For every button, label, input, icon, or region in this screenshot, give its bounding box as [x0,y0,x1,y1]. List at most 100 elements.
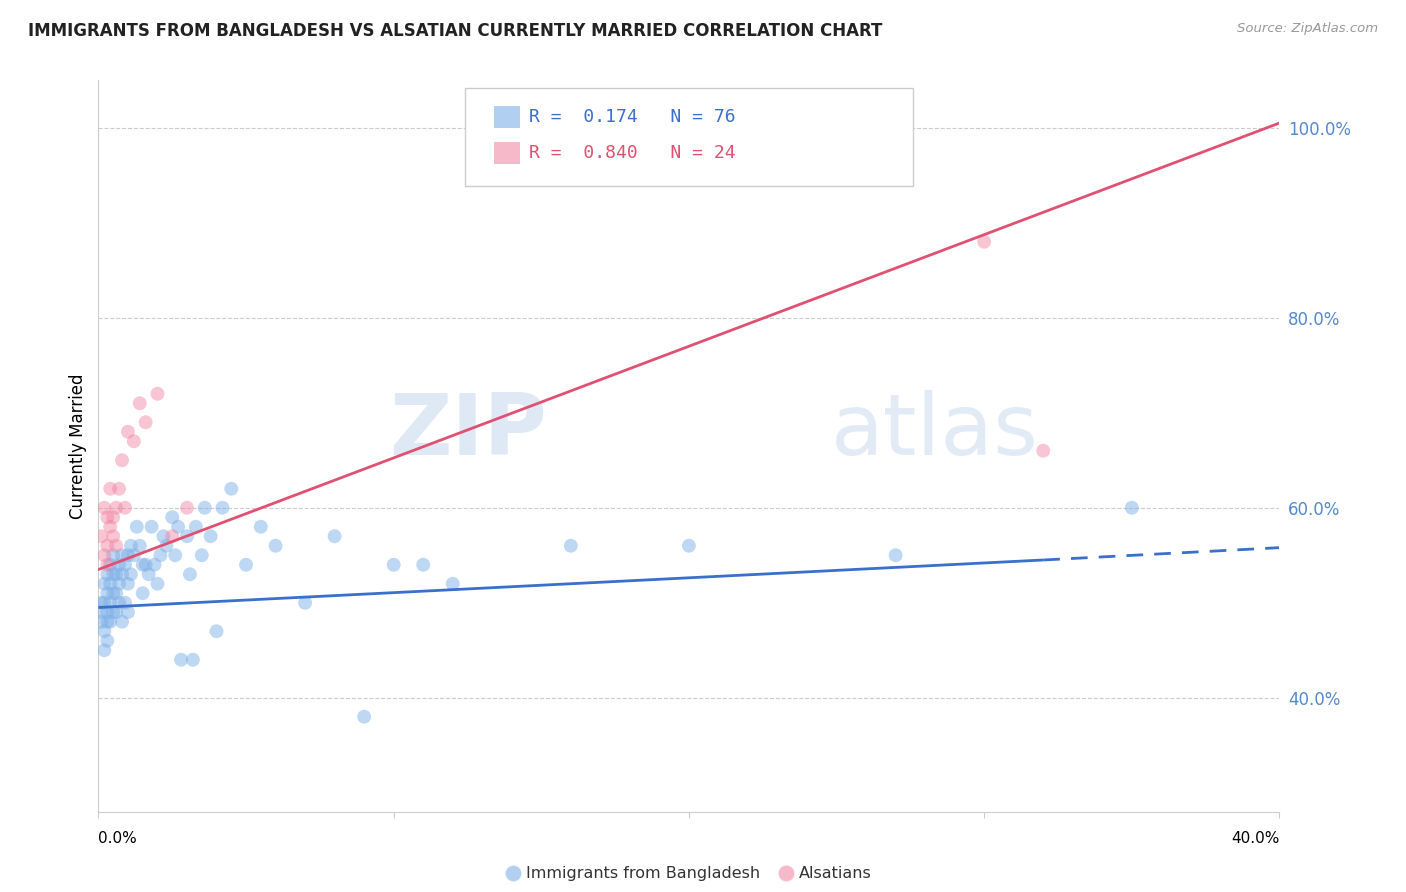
Text: 40.0%: 40.0% [1232,831,1279,846]
Point [294,596,316,610]
Point [128,396,150,410]
Point [264,539,287,553]
Point [122,548,145,562]
Point [973,235,995,249]
Point [105,586,128,600]
Point [90,615,112,629]
Point [108,558,131,572]
Point [93,624,115,639]
Point [96,567,118,582]
Point [176,500,198,515]
Point [105,567,128,582]
Point [90,529,112,543]
Point [441,576,464,591]
Point [103,548,125,562]
Point [90,605,112,619]
Point [191,548,214,562]
Point [108,482,131,496]
Point [167,520,190,534]
Text: atlas: atlas [831,390,1039,473]
Point [138,567,160,582]
Point [103,586,125,600]
Point [412,558,434,572]
Point [111,567,134,582]
Point [128,539,150,553]
Point [114,558,136,572]
Point [98,520,121,534]
Point [90,596,112,610]
Point [103,529,125,543]
Point [176,529,198,543]
Point [884,548,907,562]
Point [1032,443,1054,458]
Point [382,558,405,572]
Point [135,415,157,429]
Point [111,615,134,629]
Point [1121,500,1143,515]
Point [250,520,273,534]
Bar [494,106,520,128]
Point [132,558,155,572]
Point [125,520,148,534]
Point [678,539,700,553]
Point [146,386,169,401]
Point [96,586,118,600]
Point [93,548,115,562]
Point [114,596,136,610]
Point [179,567,201,582]
Point [132,586,155,600]
Point [111,548,134,562]
Point [146,576,169,591]
Point [560,539,582,553]
Point [181,653,204,667]
Point [117,576,139,591]
Point [170,653,193,667]
Point [98,615,121,629]
Bar [494,143,520,164]
Point [98,596,121,610]
Point [205,624,228,639]
Legend: Immigrants from Bangladesh, Alsatians: Immigrants from Bangladesh, Alsatians [501,860,877,888]
Point [184,520,207,534]
Point [155,539,177,553]
Point [96,633,118,648]
Point [108,596,131,610]
Point [120,567,142,582]
Point [149,548,172,562]
Point [96,605,118,619]
Point [117,605,139,619]
Point [219,482,242,496]
Point [103,605,125,619]
Point [93,576,115,591]
Point [117,425,139,439]
Point [235,558,257,572]
Point [96,558,118,572]
Point [105,539,128,553]
Point [98,558,121,572]
Point [103,567,125,582]
Point [143,558,166,572]
Point [93,500,115,515]
Point [200,529,222,543]
Point [353,710,375,724]
Point [122,434,145,449]
Point [105,500,128,515]
Point [120,539,142,553]
Point [211,500,233,515]
FancyBboxPatch shape [464,87,914,186]
Text: R =  0.174   N = 76: R = 0.174 N = 76 [530,108,737,126]
Point [162,510,183,524]
Text: IMMIGRANTS FROM BANGLADESH VS ALSATIAN CURRENTLY MARRIED CORRELATION CHART: IMMIGRANTS FROM BANGLADESH VS ALSATIAN C… [28,22,883,40]
Point [96,510,118,524]
Y-axis label: Currently Married: Currently Married [69,373,87,519]
Point [98,576,121,591]
Text: Source: ZipAtlas.com: Source: ZipAtlas.com [1237,22,1378,36]
Text: 0.0%: 0.0% [98,831,138,846]
Point [111,453,134,467]
Point [135,558,157,572]
Point [141,520,163,534]
Text: R =  0.840   N = 24: R = 0.840 N = 24 [530,145,737,162]
Point [323,529,346,543]
Point [108,576,131,591]
Point [96,539,118,553]
